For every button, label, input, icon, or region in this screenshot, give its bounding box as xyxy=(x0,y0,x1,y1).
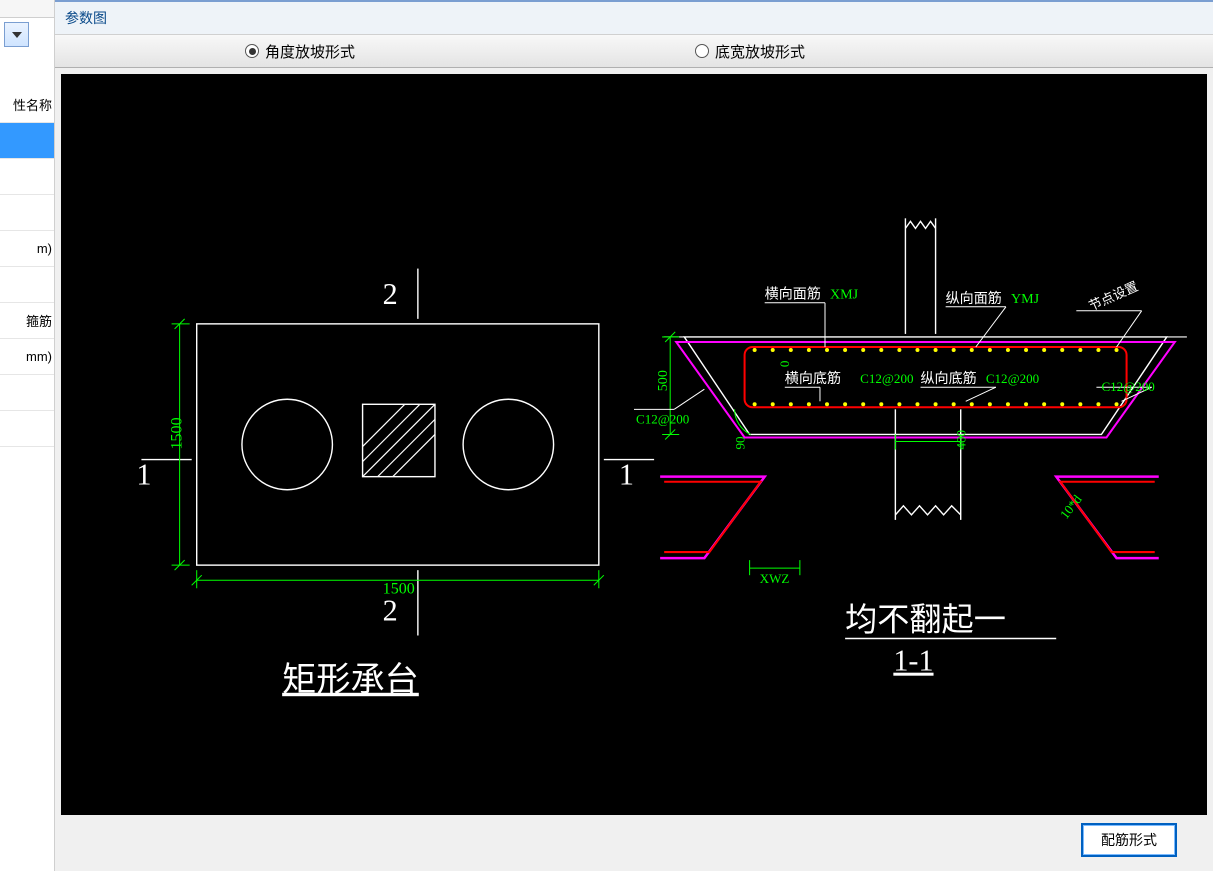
section-view: 500 0 90 400 横向面筋 xyxy=(634,218,1187,677)
plan-section-1-left: 1 xyxy=(136,458,151,492)
left-top-strip xyxy=(0,0,54,18)
panel-title: 参数图 xyxy=(55,2,1213,34)
plan-section-2-bot: 2 xyxy=(383,593,398,627)
dropdown-button[interactable] xyxy=(4,22,29,47)
left-row[interactable] xyxy=(0,195,54,231)
plan-view: 2 2 1 1 1500 xyxy=(136,269,654,699)
left-row[interactable] xyxy=(0,375,54,411)
radio-width-label: 底宽放坡形式 xyxy=(715,41,805,62)
left-row[interactable]: 箍筋 xyxy=(0,303,54,339)
left-row[interactable] xyxy=(0,411,54,447)
radio-bar: 角度放坡形式 底宽放坡形式 xyxy=(55,34,1213,68)
plan-title: 矩形承台 xyxy=(282,661,419,699)
left-row[interactable]: mm) xyxy=(0,339,54,375)
left-row[interactable] xyxy=(0,159,54,195)
section-title-top: 均不翻起一 xyxy=(845,601,1006,637)
section-top-depth: 0 xyxy=(777,360,792,367)
radio-dot-icon xyxy=(245,44,259,58)
lbl-zxmj-en: YMJ xyxy=(1011,291,1040,307)
lbl-hxdj-cn: 横向底筋 xyxy=(785,370,841,387)
plan-dim-v: 1500 xyxy=(169,417,186,449)
plan-dim-h: 1500 xyxy=(383,580,415,597)
radio-width-form[interactable]: 底宽放坡形式 xyxy=(695,41,805,62)
xwz-label: XWZ xyxy=(760,571,790,586)
lbl-hxmj-en: XMJ xyxy=(830,287,859,303)
code3: C12@200 xyxy=(1101,379,1155,394)
radio-dot-icon xyxy=(695,44,709,58)
lbl-hxmj-cn: 横向面筋 xyxy=(765,286,821,303)
radio-angle-form[interactable]: 角度放坡形式 xyxy=(245,41,355,62)
footer-bar: 配筋形式 xyxy=(61,815,1207,865)
section-title-bot: 1-1 xyxy=(893,644,933,678)
tens-d: 10*d xyxy=(1057,492,1085,522)
code4: C12@200 xyxy=(636,411,690,426)
plan-section-2-top: 2 xyxy=(383,277,398,311)
lbl-zxdj-cn: 纵向底筋 xyxy=(921,370,977,387)
lbl-zxmj-cn: 纵向面筋 xyxy=(946,290,1002,307)
radio-angle-label: 角度放坡形式 xyxy=(265,41,355,62)
plan-section-1-right: 1 xyxy=(619,458,634,492)
code2: C12@200 xyxy=(986,371,1040,386)
left-sidebar-fragment: 性名称 m) 箍筋 mm) xyxy=(0,0,55,871)
section-angle: 90 xyxy=(733,436,748,450)
left-row[interactable]: m) xyxy=(0,231,54,267)
section-col-w: 400 xyxy=(954,429,969,449)
main-panel: 参数图 角度放坡形式 底宽放坡形式 xyxy=(55,0,1213,871)
cad-diagram: 2 2 1 1 1500 xyxy=(61,74,1207,815)
left-row-header: 性名称 xyxy=(0,87,54,123)
left-row[interactable] xyxy=(0,267,54,303)
code1: C12@200 xyxy=(860,371,914,386)
left-row-selected[interactable] xyxy=(0,123,54,159)
canvas-wrap: 2 2 1 1 1500 xyxy=(55,68,1213,871)
lbl-node: 节点设置 xyxy=(1087,279,1141,314)
rebar-form-button[interactable]: 配筋形式 xyxy=(1081,823,1177,857)
section-dim-500: 500 xyxy=(655,370,671,391)
